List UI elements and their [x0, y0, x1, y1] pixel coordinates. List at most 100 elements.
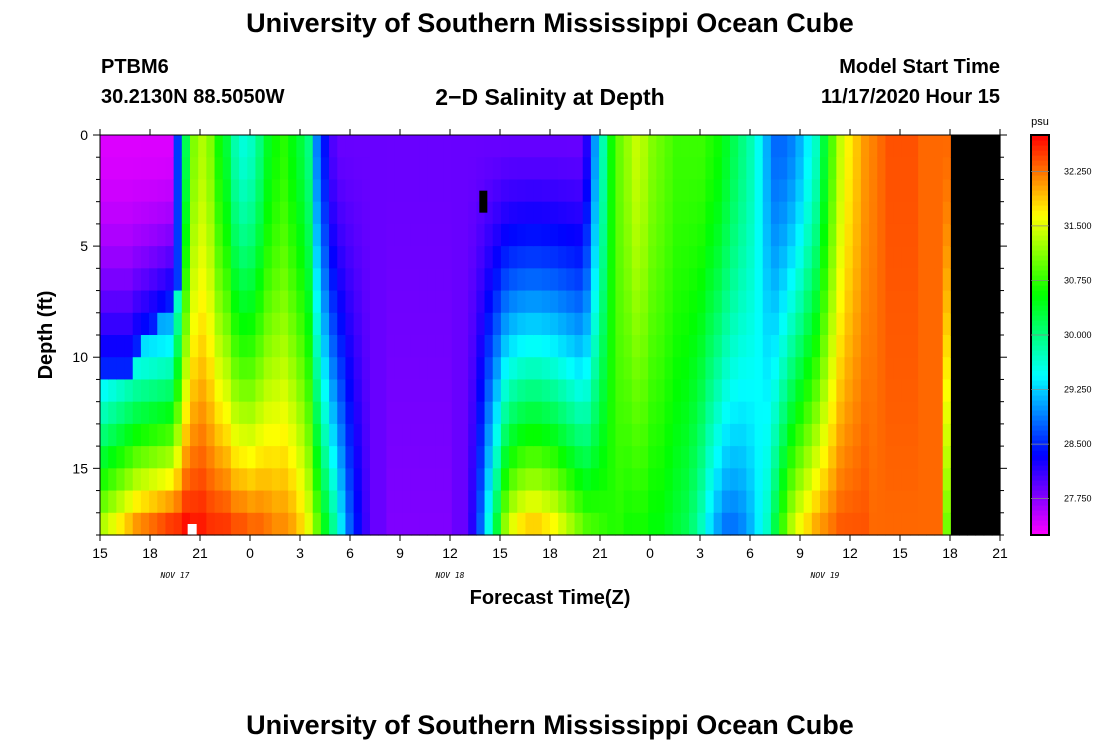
heatmap-cell — [100, 179, 109, 203]
heatmap-cell — [836, 268, 846, 292]
heatmap-cell — [860, 290, 870, 314]
heatmap-cell — [320, 268, 330, 292]
heatmap-cell — [263, 223, 273, 247]
heatmap-cell — [779, 379, 788, 403]
heatmap-cell — [214, 157, 224, 181]
heatmap-cell — [525, 379, 535, 403]
heatmap-cell — [108, 357, 117, 381]
heatmap-cell — [394, 512, 404, 536]
heatmap-cell — [615, 246, 625, 269]
heatmap-cell — [378, 246, 387, 269]
heatmap-cell — [852, 512, 862, 536]
heatmap-cell — [566, 335, 576, 358]
heatmap-cell — [566, 401, 576, 425]
heatmap-cell — [304, 268, 314, 292]
heatmap-cell — [394, 157, 404, 181]
heatmap-cell — [869, 446, 878, 469]
heatmap-cell — [746, 512, 756, 536]
heatmap-cell — [820, 357, 829, 381]
heatmap-cell — [558, 468, 567, 492]
heatmap-cell — [288, 223, 297, 247]
heatmap-cell — [754, 468, 764, 492]
heatmap-cell — [983, 379, 993, 403]
heatmap-cell — [492, 379, 502, 403]
colorbar-segment — [1031, 305, 1049, 311]
heatmap-cells — [100, 135, 1001, 536]
heatmap-cell — [525, 246, 535, 269]
heatmap-cell — [803, 401, 813, 425]
heatmap-cell — [214, 335, 224, 358]
colorbar-segment — [1031, 425, 1049, 431]
heatmap-cell — [697, 246, 707, 269]
heatmap-cell — [983, 335, 993, 358]
heatmap-cell — [410, 201, 420, 225]
heatmap-cell — [533, 401, 543, 425]
heatmap-cell — [599, 290, 608, 314]
heatmap-cell — [181, 268, 191, 292]
heatmap-cell — [942, 468, 952, 492]
heatmap-cell — [509, 157, 518, 181]
heatmap-cell — [451, 379, 461, 403]
heatmap-cell — [910, 512, 919, 536]
heatmap-cell — [811, 335, 821, 358]
heatmap-cell — [353, 490, 363, 514]
heatmap-cell — [230, 335, 240, 358]
heatmap-cell — [893, 312, 903, 336]
colorbar-segment — [1031, 505, 1049, 511]
heatmap-cell — [419, 312, 428, 336]
heatmap-cell — [263, 468, 273, 492]
heatmap-cell — [271, 512, 281, 536]
heatmap-cell — [100, 423, 109, 447]
heatmap-cell — [689, 446, 698, 469]
heatmap-cell — [296, 246, 306, 269]
heatmap-cell — [623, 290, 633, 314]
heatmap-cell — [370, 290, 379, 314]
heatmap-cell — [255, 423, 265, 447]
heatmap-cell — [541, 446, 551, 469]
heatmap-cell — [280, 335, 289, 358]
heatmap-cell — [697, 201, 707, 225]
heatmap-cell — [378, 201, 387, 225]
colorbar-segment — [1031, 255, 1049, 261]
heatmap-cell — [345, 179, 355, 203]
heatmap-cell — [680, 512, 690, 536]
heatmap-cell — [132, 268, 142, 292]
heatmap-cell — [370, 379, 379, 403]
heatmap-cell — [950, 490, 960, 514]
heatmap-cell — [255, 490, 265, 514]
heatmap-cell — [116, 201, 126, 225]
heatmap-cell — [648, 401, 657, 425]
heatmap-cell — [795, 512, 805, 536]
heatmap-cell — [705, 246, 715, 269]
heatmap-cell — [599, 490, 608, 514]
heatmap-cell — [198, 490, 207, 514]
heatmap-cell — [402, 468, 412, 492]
heatmap-cell — [124, 157, 134, 181]
heatmap-cell — [271, 357, 281, 381]
heatmap-cell — [460, 268, 469, 292]
heatmap-cell — [721, 268, 731, 292]
heatmap-cell — [910, 290, 919, 314]
heatmap-cell — [419, 179, 428, 203]
heatmap-cell — [975, 335, 985, 358]
heatmap-cell — [288, 290, 297, 314]
heatmap-cell — [656, 179, 666, 203]
heatmap-cell — [410, 179, 420, 203]
heatmap-cell — [533, 268, 543, 292]
heatmap-cell — [500, 201, 510, 225]
heatmap-cell — [410, 446, 420, 469]
heatmap-cell — [566, 357, 576, 381]
heatmap-cell — [672, 201, 682, 225]
heatmap-cell — [116, 468, 126, 492]
heatmap-cell — [950, 423, 960, 447]
bottom-title: University of Southern Mississippi Ocean… — [246, 710, 854, 740]
heatmap-cell — [950, 290, 960, 314]
colorbar-segment — [1031, 265, 1049, 271]
heatmap-cell — [165, 157, 175, 181]
heatmap-cell — [738, 246, 747, 269]
heatmap-cell — [165, 401, 175, 425]
heatmap-cell — [255, 379, 265, 403]
heatmap-cell — [345, 468, 355, 492]
heatmap-cell — [173, 490, 183, 514]
heatmap-cell — [836, 201, 846, 225]
